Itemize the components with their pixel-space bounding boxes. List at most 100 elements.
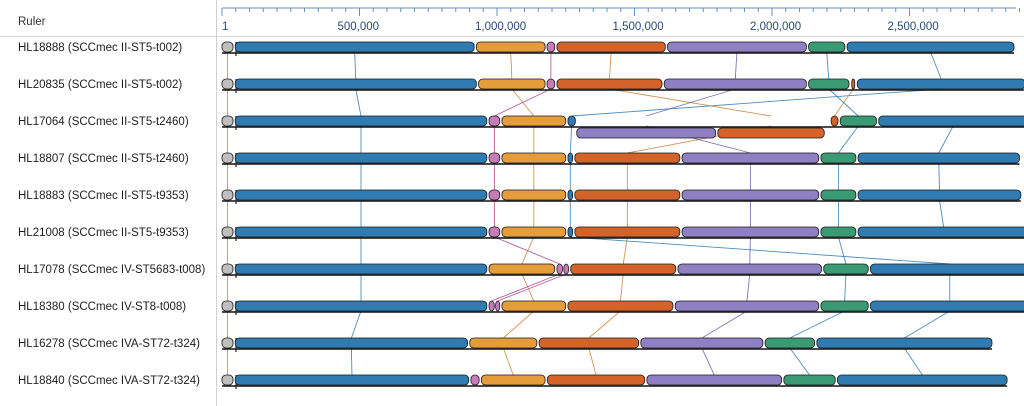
genome-track[interactable]: [221, 41, 1015, 56]
lcb-block-gray[interactable]: [221, 115, 234, 127]
lcb-block-red[interactable]: [574, 226, 681, 238]
lcb-block-inverted-purple[interactable]: [576, 127, 717, 139]
lcb-block-blue[interactable]: [234, 337, 468, 349]
lcb-block-gray[interactable]: [221, 189, 234, 201]
alignment-plot[interactable]: 1 500,000 1,000,000 1,500,000 2,000,000 2,500…: [216, 0, 1024, 406]
lcb-block-green[interactable]: [823, 263, 869, 275]
lcb-block-orange[interactable]: [501, 226, 567, 238]
lcb-block-blue[interactable]: [567, 226, 574, 238]
genome-track[interactable]: [221, 115, 1024, 139]
lcb-block-gray[interactable]: [221, 300, 234, 312]
lcb-block-gray[interactable]: [221, 337, 234, 349]
lcb-block-orange[interactable]: [501, 152, 567, 164]
lcb-block-blue[interactable]: [234, 41, 475, 53]
lcb-block-blue[interactable]: [870, 300, 1024, 312]
genome-label[interactable]: HL17078 (SCCmec IV-ST5683-t008): [18, 264, 206, 276]
lcb-block-red[interactable]: [556, 78, 663, 90]
genome-track[interactable]: [221, 337, 993, 352]
lcb-block-orange[interactable]: [501, 300, 567, 312]
lcb-block-purple[interactable]: [640, 337, 764, 349]
lcb-block-pink[interactable]: [495, 300, 501, 312]
lcb-block-green[interactable]: [808, 41, 846, 53]
lcb-block-gray[interactable]: [221, 152, 234, 164]
lcb-block-green[interactable]: [839, 115, 877, 127]
lcb-block-orange[interactable]: [475, 41, 546, 53]
lcb-block-purple[interactable]: [663, 78, 807, 90]
lcb-block-blue[interactable]: [234, 263, 488, 275]
lcb-block-blue[interactable]: [856, 78, 1024, 90]
lcb-block-purple[interactable]: [646, 374, 783, 386]
lcb-block-blue[interactable]: [567, 115, 576, 127]
genome-track[interactable]: [221, 78, 1024, 93]
lcb-block-gray[interactable]: [221, 374, 234, 386]
genome-label[interactable]: HL17064 (SCCmec II-ST5-t2460): [18, 116, 189, 128]
lcb-block-red[interactable]: [546, 374, 646, 386]
lcb-block-gray[interactable]: [221, 263, 234, 275]
genome-label[interactable]: HL18888 (SCCmec II-ST5-t002): [18, 42, 183, 54]
lcb-block-orange[interactable]: [501, 189, 567, 201]
genome-label[interactable]: HL18883 (SCCmec II-ST5-t9353): [18, 190, 189, 202]
lcb-block-purple[interactable]: [681, 152, 820, 164]
lcb-block-red[interactable]: [538, 337, 640, 349]
lcb-block-gray[interactable]: [221, 41, 234, 53]
lcb-block-pink[interactable]: [546, 78, 556, 90]
lcb-block-blue[interactable]: [846, 41, 1015, 53]
lcb-block-pink[interactable]: [488, 226, 501, 238]
lcb-block-green[interactable]: [808, 78, 850, 90]
lcb-block-red[interactable]: [570, 263, 677, 275]
lcb-block-pink[interactable]: [488, 189, 501, 201]
genome-label[interactable]: HL21008 (SCCmec II-ST5-t9353): [18, 227, 189, 239]
lcb-block-orange[interactable]: [478, 78, 546, 90]
lcb-block-green[interactable]: [820, 300, 869, 312]
lcb-block-pink[interactable]: [488, 115, 501, 127]
lcb-block-blue[interactable]: [234, 152, 488, 164]
lcb-block-red[interactable]: [574, 152, 681, 164]
lcb-block-blue[interactable]: [234, 115, 488, 127]
lcb-block-orange[interactable]: [488, 263, 556, 275]
lcb-block-blue[interactable]: [837, 374, 1008, 386]
genome-track[interactable]: [221, 152, 1020, 167]
lcb-block-blue[interactable]: [857, 189, 1022, 201]
lcb-block-orange[interactable]: [480, 374, 546, 386]
lcb-block-purple[interactable]: [681, 226, 820, 238]
lcb-block-blue[interactable]: [870, 263, 1024, 275]
lcb-block-red[interactable]: [567, 300, 674, 312]
lcb-block-gray[interactable]: [221, 226, 234, 238]
genome-label[interactable]: HL18807 (SCCmec II-ST5-t2460): [18, 153, 189, 165]
lcb-block-blue[interactable]: [857, 152, 1020, 164]
lcb-block-green[interactable]: [764, 337, 816, 349]
lcb-block-red[interactable]: [830, 115, 839, 127]
lcb-block-blue[interactable]: [234, 374, 470, 386]
lcb-block-blue[interactable]: [234, 300, 488, 312]
lcb-block-purple[interactable]: [674, 300, 820, 312]
lcb-block-pink[interactable]: [556, 263, 563, 275]
lcb-block-green[interactable]: [783, 374, 836, 386]
lcb-block-orange[interactable]: [501, 115, 567, 127]
genome-track[interactable]: [221, 263, 1024, 278]
lcb-block-green[interactable]: [820, 189, 857, 201]
lcb-block-blue[interactable]: [234, 189, 488, 201]
lcb-block-pink[interactable]: [488, 300, 495, 312]
lcb-block-blue[interactable]: [234, 226, 488, 238]
lcb-block-red[interactable]: [574, 189, 681, 201]
lcb-block-inverted-red[interactable]: [717, 127, 825, 139]
lcb-block-blue[interactable]: [234, 78, 477, 90]
lcb-block-red[interactable]: [556, 41, 666, 53]
lcb-block-purple[interactable]: [677, 263, 822, 275]
genome-label[interactable]: HL18380 (SCCmec IV-ST8-t008): [18, 301, 187, 313]
lcb-block-blue[interactable]: [857, 226, 1024, 238]
lcb-block-purple[interactable]: [667, 41, 807, 53]
lcb-block-blue[interactable]: [567, 152, 574, 164]
genome-label[interactable]: HL18840 (SCCmec IVA-ST72-t324): [18, 375, 200, 387]
lcb-block-purple[interactable]: [681, 189, 820, 201]
genome-label[interactable]: HL20835 (SCCmec II-ST5-t002): [18, 79, 183, 91]
lcb-block-pink[interactable]: [546, 41, 556, 53]
lcb-block-red[interactable]: [851, 78, 856, 90]
genome-track[interactable]: [221, 300, 1024, 315]
genome-label[interactable]: HL16278 (SCCmec IVA-ST72-t324): [18, 338, 200, 350]
genome-track[interactable]: [221, 226, 1024, 241]
lcb-block-blue[interactable]: [816, 337, 993, 349]
lcb-block-pink[interactable]: [563, 263, 569, 275]
genome-track[interactable]: [221, 374, 1008, 389]
lcb-block-blue[interactable]: [878, 115, 1024, 127]
